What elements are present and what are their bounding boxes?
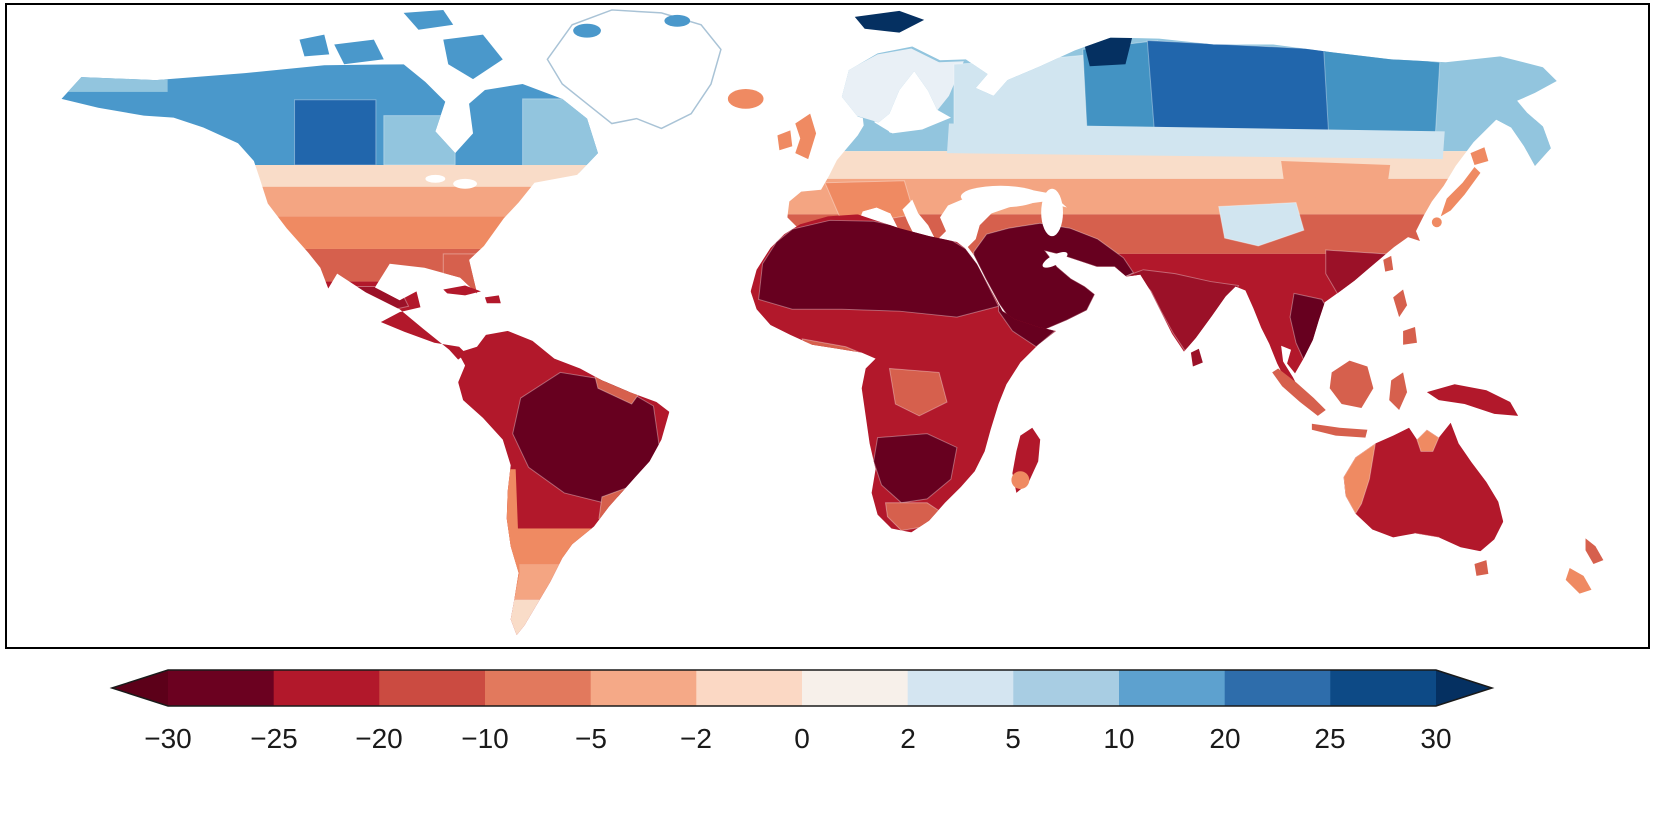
colorbar-tick: 5 bbox=[1005, 723, 1021, 754]
region-kyushu bbox=[1431, 217, 1442, 228]
colorbar-segment bbox=[802, 670, 908, 706]
region-tibetan-plateau bbox=[1218, 202, 1305, 247]
map-frame bbox=[5, 3, 1650, 649]
region-yakutia bbox=[1323, 49, 1441, 144]
region-canadian-prairies bbox=[294, 99, 377, 166]
colorbar-segment bbox=[485, 670, 591, 706]
region-cuba bbox=[443, 285, 481, 296]
region-great-britain bbox=[795, 113, 817, 160]
region-sumatra bbox=[1272, 368, 1326, 416]
colorbar-segment bbox=[379, 670, 486, 706]
world-choropleth-map bbox=[61, 9, 1604, 636]
region-borneo bbox=[1329, 360, 1374, 408]
colorbar-tick: 2 bbox=[900, 723, 916, 754]
region-western-australia-coast bbox=[1343, 442, 1377, 515]
region-sulawesi bbox=[1389, 372, 1408, 410]
region-boreal-transition bbox=[946, 123, 1445, 160]
region-western-europe bbox=[824, 180, 915, 221]
region-group-south-america bbox=[458, 330, 670, 636]
region-greenland-northwest-coast bbox=[573, 23, 601, 38]
region-new-zealand-north bbox=[1585, 538, 1604, 565]
region-taiwan bbox=[1383, 255, 1394, 272]
colorbar-tick: −30 bbox=[144, 723, 192, 754]
great-lakes-west bbox=[425, 174, 446, 183]
region-tasmania bbox=[1474, 560, 1489, 576]
region-argentina-north bbox=[458, 528, 670, 565]
region-greenland bbox=[546, 9, 722, 130]
persian-gulf bbox=[1042, 252, 1068, 268]
colorbar-tick: 25 bbox=[1314, 723, 1345, 754]
region-ireland bbox=[777, 130, 793, 151]
colorbar-tick: −25 bbox=[250, 723, 298, 754]
colorbar-segment bbox=[907, 670, 1014, 706]
region-victoria-island bbox=[334, 39, 384, 65]
colorbar-segment bbox=[696, 670, 803, 706]
region-hokkaido bbox=[1470, 147, 1489, 166]
colorbar-outline bbox=[109, 669, 1495, 707]
region-us-gulf-coast bbox=[61, 248, 598, 282]
region-mexico-central-america bbox=[61, 281, 598, 360]
colorbar-segment bbox=[590, 670, 697, 706]
region-mongolia bbox=[1281, 161, 1391, 201]
colorbar-tick: 30 bbox=[1420, 723, 1451, 754]
colorbar-segment bbox=[168, 670, 274, 706]
region-mindanao bbox=[1403, 326, 1417, 345]
region-madagascar-south bbox=[1011, 471, 1030, 489]
colorbar-tick: 0 bbox=[794, 723, 810, 754]
colorbar-arrow-right bbox=[1436, 670, 1492, 706]
colorbar-tick: −20 bbox=[355, 723, 403, 754]
region-honshu bbox=[1440, 166, 1481, 217]
region-java bbox=[1311, 423, 1368, 438]
region-new-zealand-south bbox=[1565, 567, 1592, 594]
baltic-sea bbox=[888, 108, 922, 133]
region-south-china bbox=[1325, 249, 1396, 298]
region-us-central bbox=[61, 186, 598, 217]
region-sri-lanka bbox=[1190, 348, 1203, 367]
colorbar-tick: 20 bbox=[1209, 723, 1240, 754]
colorbar-tick: 10 bbox=[1103, 723, 1134, 754]
region-kamchatka bbox=[1494, 115, 1554, 171]
region-alaska-north-slope bbox=[61, 64, 168, 92]
region-iceland bbox=[727, 88, 764, 109]
region-greenland-northeast-coast bbox=[664, 14, 691, 27]
region-mexico-interior bbox=[353, 285, 410, 317]
region-congo-basin bbox=[888, 367, 948, 417]
region-us-south bbox=[61, 216, 598, 249]
region-top-end bbox=[1416, 429, 1440, 452]
region-labrador bbox=[522, 98, 598, 174]
colorbar-segment bbox=[273, 670, 380, 706]
region-us-north bbox=[61, 165, 598, 187]
region-svalbard bbox=[854, 10, 925, 33]
colorbar-segment bbox=[1119, 670, 1225, 706]
region-hispaniola bbox=[484, 295, 501, 304]
colorbar-tick: −2 bbox=[680, 723, 712, 754]
region-patagonia bbox=[458, 599, 670, 636]
colorbar-segment bbox=[1224, 670, 1331, 706]
great-lakes-east bbox=[453, 178, 477, 189]
region-taymyr bbox=[1082, 37, 1133, 67]
region-luzon bbox=[1393, 289, 1408, 318]
region-argentina-central bbox=[458, 564, 670, 600]
colorbar-tick: −5 bbox=[575, 723, 607, 754]
region-ontario bbox=[383, 115, 456, 166]
colorbar-segment bbox=[1330, 670, 1436, 706]
caspian-sea bbox=[1041, 188, 1063, 237]
colorbar-tick: −10 bbox=[461, 723, 509, 754]
region-east-siberia bbox=[1146, 40, 1332, 142]
colorbar: −30 −25 −20 −10 −5 −2 0 2 5 10 20 25 30 bbox=[109, 669, 1495, 754]
colorbar-arrow-left bbox=[112, 670, 168, 706]
colorbar-segment bbox=[1013, 670, 1120, 706]
region-new-guinea bbox=[1426, 384, 1519, 416]
region-group-australia bbox=[1343, 422, 1504, 552]
region-banks-island bbox=[299, 34, 330, 57]
region-sahara-sahel bbox=[758, 219, 1000, 318]
black-sea bbox=[960, 185, 1041, 208]
region-kalahari-zambezi bbox=[873, 433, 958, 504]
region-ellesmere-island bbox=[403, 9, 454, 30]
region-baffin-island bbox=[443, 34, 503, 80]
